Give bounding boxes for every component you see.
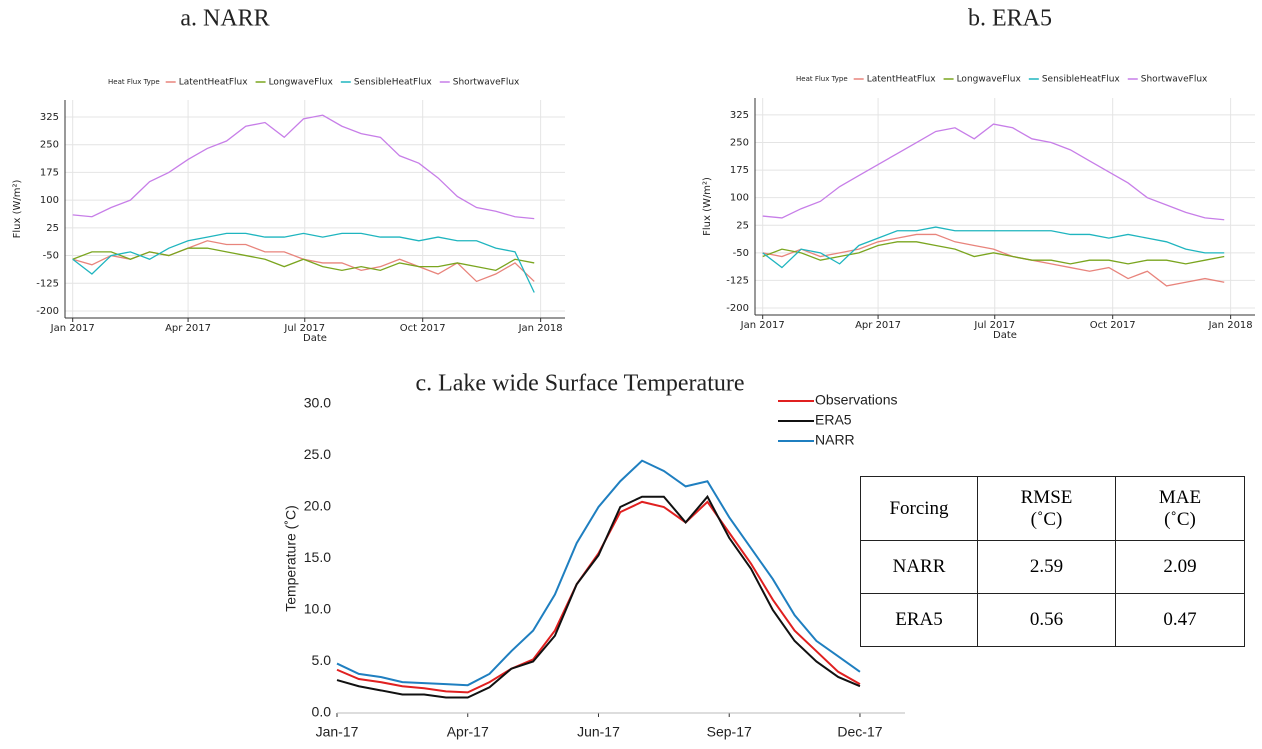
- data-line: [762, 233, 1225, 287]
- x-axis-label: Date: [303, 333, 327, 344]
- data-line: [336, 494, 861, 699]
- legend-label: NARR: [815, 432, 855, 448]
- x-tick-label: Jan 2017: [740, 320, 785, 331]
- y-tick-label: 175: [40, 167, 59, 178]
- table-cell: 0.47: [1115, 593, 1245, 647]
- table-header: Forcing: [860, 476, 978, 541]
- y-tick-label: -200: [726, 303, 749, 314]
- legend-label: LongwaveFlux: [957, 75, 1022, 85]
- x-tick-label: Jan 2018: [1208, 320, 1253, 331]
- y-tick-label: 25.0: [304, 446, 331, 462]
- y-tick-label: 20.0: [304, 498, 331, 514]
- table-cell: 2.59: [977, 540, 1116, 594]
- legend-label: LatentHeatFlux: [867, 75, 937, 85]
- legend-title: Heat Flux Type: [108, 78, 160, 86]
- chart-title: a. NARR: [180, 6, 269, 32]
- data-line: [72, 240, 535, 283]
- chart-title: c. Lake wide Surface Temperature: [415, 371, 744, 397]
- table-header: MAE (˚C): [1115, 476, 1245, 541]
- legend-label: SensibleHeatFlux: [354, 78, 433, 88]
- data-line: [72, 114, 535, 220]
- legend-label: ShortwaveFlux: [1141, 75, 1208, 85]
- legend-label: Observations: [815, 392, 897, 408]
- x-tick-label: Jul 2017: [283, 323, 325, 334]
- y-tick-label: 100: [40, 195, 59, 206]
- table-cell: 2.09: [1115, 540, 1245, 594]
- legend-label: ShortwaveFlux: [453, 78, 520, 88]
- y-tick-label: 30.0: [304, 395, 331, 411]
- y-tick-label: -125: [36, 278, 59, 289]
- x-tick-label: Apr 2017: [855, 320, 901, 331]
- y-tick-label: -125: [726, 275, 749, 286]
- x-tick-label: Jan 2018: [518, 323, 563, 334]
- x-tick-label: Jan-17: [316, 724, 359, 740]
- legend-label: ERA5: [815, 412, 852, 428]
- y-tick-label: 5.0: [312, 652, 332, 668]
- y-tick-label: 100: [730, 193, 749, 204]
- x-tick-label: Sep-17: [707, 724, 752, 740]
- x-tick-label: Oct 2017: [400, 323, 446, 334]
- metrics-table: Forcing RMSE (˚C) MAE (˚C) NARR 2.59 2.09 ER…: [860, 476, 1245, 647]
- x-tick-label: Jul 2017: [973, 320, 1015, 331]
- y-axis-label: Flux (W/m²): [12, 180, 23, 239]
- legend-label: LatentHeatFlux: [179, 78, 249, 88]
- y-tick-label: -50: [733, 248, 749, 259]
- x-axis-label: Date: [993, 330, 1017, 341]
- legend-title: Heat Flux Type: [796, 75, 848, 83]
- table-header: RMSE (˚C): [977, 476, 1116, 541]
- y-tick-label: 10.0: [304, 601, 331, 617]
- y-axis-label: Temperature (˚C): [283, 505, 299, 612]
- y-tick-label: 250: [730, 138, 749, 149]
- x-tick-label: Dec-17: [837, 724, 882, 740]
- y-tick-label: 25: [736, 220, 749, 231]
- table-cell: ERA5: [860, 593, 978, 647]
- data-line: [72, 247, 535, 272]
- y-tick-label: 250: [40, 140, 59, 151]
- x-tick-label: Jun-17: [577, 724, 620, 740]
- x-tick-label: Jan 2017: [50, 323, 95, 334]
- y-tick-label: 325: [40, 112, 59, 123]
- data-line: [336, 459, 861, 687]
- x-tick-label: Apr 2017: [165, 323, 211, 334]
- data-line: [762, 241, 1225, 265]
- data-line: [762, 226, 1225, 269]
- chart-title: b. ERA5: [968, 6, 1052, 32]
- legend-label: SensibleHeatFlux: [1042, 75, 1121, 85]
- y-tick-label: -50: [43, 251, 59, 262]
- x-tick-label: Oct 2017: [1090, 320, 1136, 331]
- table-cell: 0.56: [977, 593, 1116, 647]
- y-tick-label: 25: [46, 223, 59, 234]
- y-tick-label: 325: [730, 110, 749, 121]
- data-line: [336, 500, 861, 694]
- y-axis-label: Flux (W/m²): [702, 177, 713, 236]
- y-tick-label: 0.0: [312, 704, 332, 720]
- data-line: [72, 232, 535, 293]
- y-tick-label: 15.0: [304, 549, 331, 565]
- data-line: [762, 123, 1225, 221]
- y-tick-label: -200: [36, 306, 59, 317]
- legend-label: LongwaveFlux: [269, 78, 334, 88]
- table-cell: NARR: [860, 540, 978, 594]
- y-tick-label: 175: [730, 165, 749, 176]
- x-tick-label: Apr-17: [447, 724, 489, 740]
